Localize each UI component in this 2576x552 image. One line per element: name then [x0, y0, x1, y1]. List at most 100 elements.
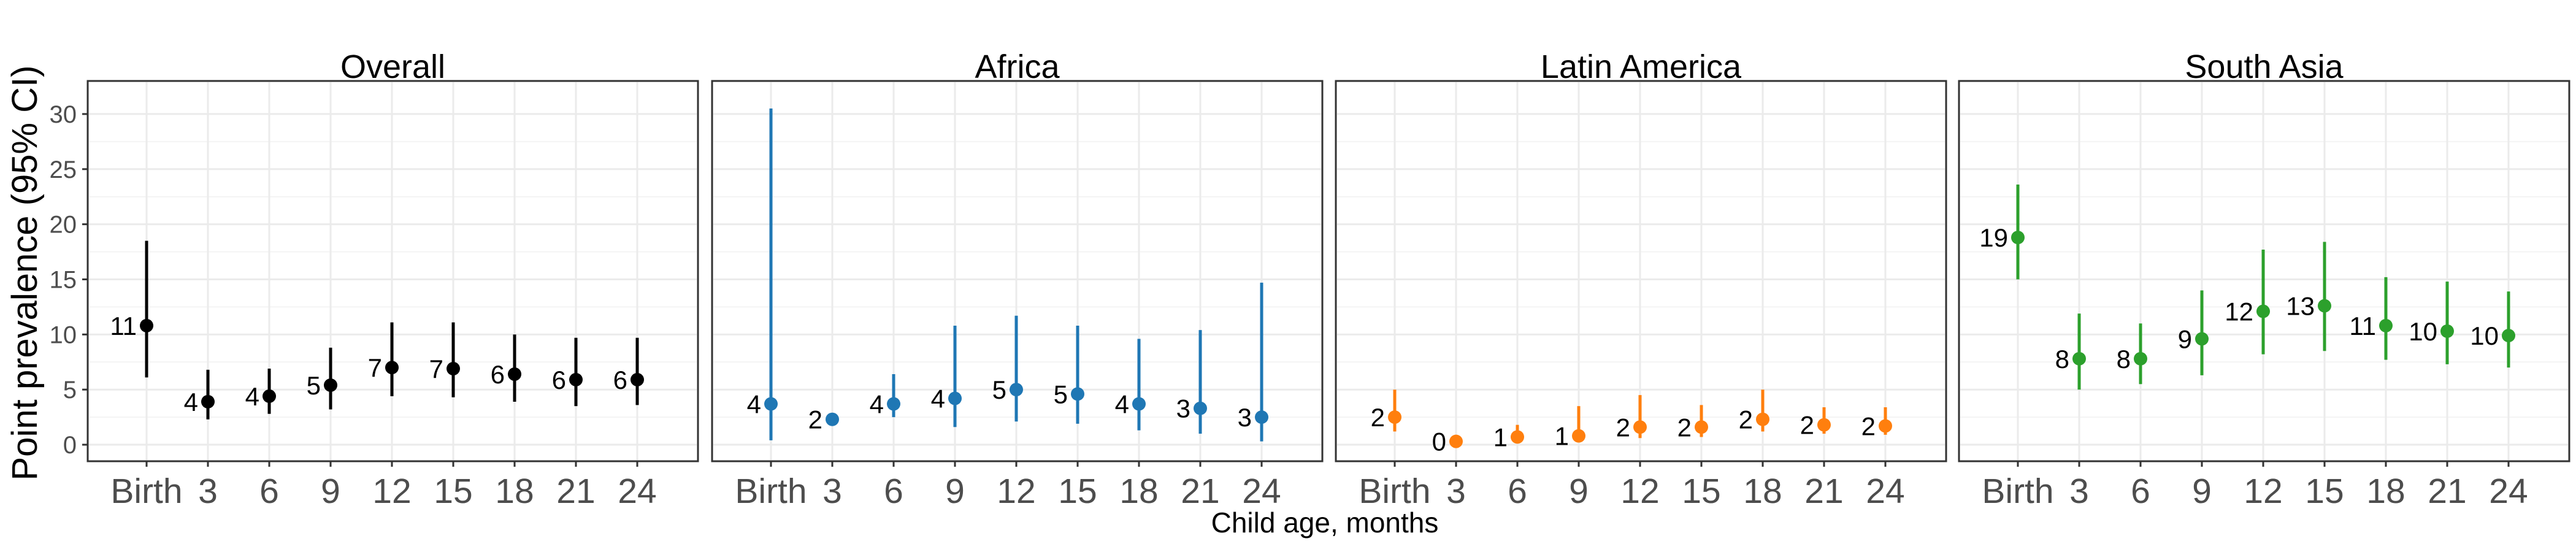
x-tick-label: 9 — [2192, 472, 2212, 511]
data-label: 6 — [552, 366, 566, 394]
data-label: 4 — [870, 390, 884, 419]
x-tick-label: 18 — [495, 472, 534, 511]
x-tick-label: Birth — [110, 472, 182, 511]
x-tick-label: 6 — [884, 472, 903, 511]
data-label: 3 — [1176, 394, 1190, 423]
data-label: 2 — [1739, 405, 1753, 434]
data-point — [140, 318, 153, 332]
data-point — [1695, 420, 1708, 434]
data-point — [1255, 410, 1268, 424]
data-label: 2 — [1800, 411, 1814, 440]
data-point — [826, 412, 839, 426]
data-point — [1194, 401, 1207, 415]
x-tick-label: 6 — [259, 472, 279, 511]
panel-overall: Overall 0 5 10 15 20 25 30 Birth 3 6 9 12 15 18 21 24 11 4… — [50, 48, 699, 511]
panel-title: Overall — [340, 48, 445, 85]
data-label: 11 — [110, 312, 137, 340]
data-label: 7 — [429, 355, 443, 383]
y-tick-label: 30 — [50, 101, 77, 128]
data-point — [1879, 419, 1892, 433]
data-label: 10 — [2409, 317, 2437, 346]
data-point — [1633, 420, 1647, 434]
data-label: 4 — [184, 388, 198, 416]
data-label: 1 — [1555, 422, 1569, 451]
x-tick-label: 21 — [2428, 472, 2466, 511]
data-point — [2072, 351, 2086, 366]
panel-title: Latin America — [1541, 48, 1742, 85]
data-point — [1132, 397, 1146, 411]
data-label: 4 — [245, 382, 259, 411]
data-point — [631, 373, 644, 387]
data-point — [2011, 231, 2025, 245]
data-label: 10 — [2470, 321, 2499, 350]
data-point — [2440, 324, 2454, 338]
data-label: 5 — [307, 371, 321, 400]
data-point — [764, 397, 778, 411]
data-label: 6 — [491, 360, 505, 389]
data-point — [2256, 304, 2270, 318]
data-label: 3 — [1238, 403, 1252, 432]
y-tick-label: 5 — [63, 377, 77, 404]
data-point — [948, 391, 962, 405]
x-tick-label: Birth — [1359, 472, 1430, 511]
y-tick-label: 10 — [50, 321, 77, 348]
data-point — [1388, 410, 1401, 424]
x-tick-label: Birth — [1982, 472, 2053, 511]
data-point — [1511, 430, 1524, 444]
x-tick-label: 3 — [1446, 472, 1466, 511]
x-tick-label: 24 — [2489, 472, 2528, 511]
data-point — [1071, 387, 1084, 401]
data-point — [447, 362, 460, 376]
x-tick-label: 9 — [321, 472, 340, 511]
x-tick-label: 15 — [2305, 472, 2344, 511]
data-label: 5 — [992, 375, 1006, 404]
x-axis-title: Child age, months — [1211, 507, 1439, 539]
x-tick-label: 15 — [434, 472, 472, 511]
data-point — [2134, 351, 2147, 366]
y-tick-label: 15 — [50, 266, 77, 293]
x-tick-label: 12 — [2244, 472, 2282, 511]
data-point — [2195, 332, 2209, 346]
data-point — [569, 373, 583, 387]
data-point — [1449, 434, 1463, 448]
x-tick-label: 15 — [1682, 472, 1720, 511]
x-tick-label: 18 — [1743, 472, 1782, 511]
x-tick-label: Birth — [735, 472, 807, 511]
data-point — [2502, 329, 2515, 343]
x-tick-label: 24 — [618, 472, 656, 511]
x-tick-label: 6 — [2131, 472, 2150, 511]
data-point — [2318, 299, 2331, 313]
data-point — [263, 389, 276, 403]
data-point — [385, 361, 399, 375]
data-label: 5 — [1054, 380, 1068, 408]
data-label: 1 — [1493, 423, 1508, 451]
data-label: 2 — [808, 405, 822, 434]
data-label: 8 — [2117, 345, 2131, 374]
data-point — [1572, 429, 1585, 443]
data-label: 2 — [1616, 413, 1630, 442]
data-label: 7 — [368, 353, 382, 382]
x-tick-label: 12 — [372, 472, 411, 511]
x-tick-label: 12 — [1620, 472, 1659, 511]
x-tick-label: 9 — [945, 472, 965, 511]
data-label: 8 — [2055, 345, 2069, 374]
data-label: 6 — [613, 366, 627, 394]
y-axis-title: Point prevalence (95% CI) — [5, 66, 45, 481]
x-tick-label: 3 — [2069, 472, 2089, 511]
panel-title: Africa — [975, 48, 1060, 85]
data-label: 4 — [747, 390, 761, 419]
x-tick-label: 3 — [822, 472, 842, 511]
data-label: 2 — [1861, 412, 1876, 440]
x-tick-label: 21 — [1181, 472, 1219, 511]
data-point — [1756, 412, 1769, 426]
data-label: 19 — [1979, 223, 2008, 252]
x-tick-label: 18 — [2366, 472, 2405, 511]
panel-title: South Asia — [2185, 48, 2344, 85]
data-label: 0 — [1432, 427, 1446, 456]
data-point — [887, 397, 900, 411]
x-tick-label: 24 — [1866, 472, 1904, 511]
y-tick-label: 0 — [63, 432, 77, 459]
